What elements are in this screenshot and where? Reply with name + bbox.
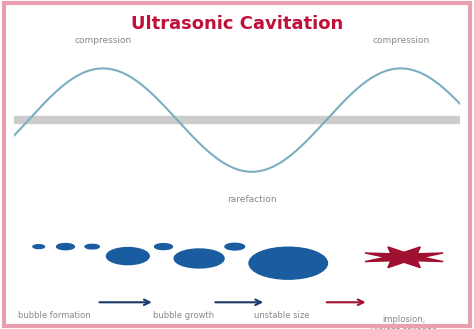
Text: implosion,
violent collapse: implosion, violent collapse (371, 315, 437, 329)
Text: unstable size: unstable size (254, 311, 310, 319)
Text: compression: compression (372, 36, 429, 45)
Ellipse shape (174, 249, 224, 268)
Text: bubble formation: bubble formation (18, 311, 91, 319)
Text: compression: compression (74, 36, 131, 45)
Text: bubble growth: bubble growth (153, 311, 214, 319)
Text: Ultrasonic Cavitation: Ultrasonic Cavitation (131, 15, 343, 33)
Ellipse shape (33, 245, 45, 248)
Ellipse shape (85, 244, 100, 249)
Ellipse shape (155, 244, 173, 250)
Ellipse shape (249, 247, 328, 279)
Ellipse shape (56, 243, 74, 250)
Ellipse shape (225, 243, 245, 250)
Polygon shape (365, 247, 443, 268)
Ellipse shape (107, 247, 149, 265)
Text: rarefaction: rarefaction (227, 195, 277, 204)
